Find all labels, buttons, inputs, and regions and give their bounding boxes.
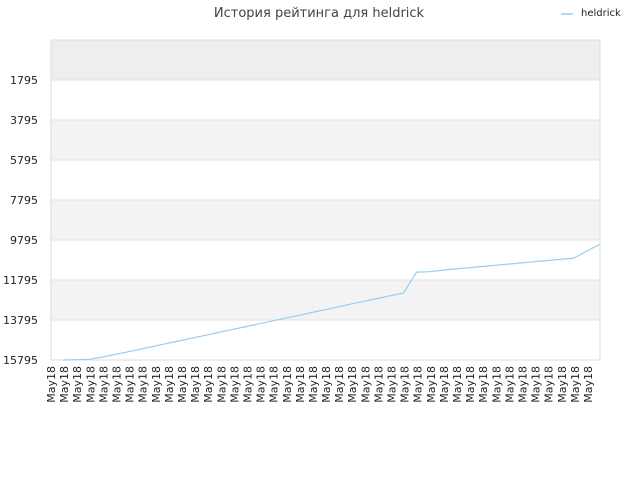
x-tick-label: May18 xyxy=(241,366,254,403)
x-tick-label: May18 xyxy=(569,366,582,403)
x-axis-ticks: May18 May18 May18 May18 May18 May18 May18 May18… xyxy=(45,366,595,403)
plot-bands xyxy=(51,40,600,360)
plot-band xyxy=(51,320,600,360)
x-tick-label: May18 xyxy=(110,366,123,403)
x-tick-label: May18 xyxy=(386,366,399,403)
x-tick-label: May18 xyxy=(503,366,516,403)
legend-label-heldrick: heldrick xyxy=(581,8,621,19)
x-tick-label: May18 xyxy=(425,366,438,403)
x-tick-label: May18 xyxy=(202,366,215,403)
x-tick-label: May18 xyxy=(255,366,268,403)
plot-band xyxy=(51,80,600,120)
y-axis-ticks: 1795 3795 5795 7795 9795 11795 13795 15795 xyxy=(3,74,38,367)
x-tick-label: May18 xyxy=(176,366,189,403)
x-tick-label: May18 xyxy=(412,366,425,403)
plot-band xyxy=(51,40,600,80)
x-tick-label: May18 xyxy=(438,366,451,403)
x-tick-label: May18 xyxy=(294,366,307,403)
x-tick-label: May18 xyxy=(215,366,228,403)
x-tick-label: May18 xyxy=(71,366,84,403)
x-tick-label: May18 xyxy=(530,366,543,403)
x-tick-label: May18 xyxy=(582,366,595,403)
x-tick-label: May18 xyxy=(268,366,281,403)
y-tick-label: 11795 xyxy=(3,274,38,287)
legend[interactable]: heldrick xyxy=(561,8,621,19)
x-tick-label: May18 xyxy=(137,366,150,403)
x-tick-label: May18 xyxy=(320,366,333,403)
x-tick-label: May18 xyxy=(333,366,346,403)
y-tick-label: 15795 xyxy=(3,354,38,367)
plot-band xyxy=(51,280,600,320)
series-layer xyxy=(62,243,601,361)
x-tick-label: May18 xyxy=(359,366,372,403)
x-tick-label: May18 xyxy=(281,366,294,403)
x-tick-label: May18 xyxy=(543,366,556,403)
x-tick-label: May18 xyxy=(517,366,530,403)
y-tick-label: 1795 xyxy=(10,74,38,87)
x-tick-label: May18 xyxy=(346,366,359,403)
x-tick-label: May18 xyxy=(84,366,97,403)
x-tick-label: May18 xyxy=(399,366,412,403)
y-tick-label: 7795 xyxy=(10,194,38,207)
x-tick-label: May18 xyxy=(372,366,385,403)
x-tick-label: May18 xyxy=(556,366,569,403)
x-tick-label: May18 xyxy=(58,366,71,403)
y-tick-label: 3795 xyxy=(10,114,38,127)
x-tick-label: May18 xyxy=(307,366,320,403)
plot-border xyxy=(50,39,601,361)
y-tick-label: 9795 xyxy=(10,234,38,247)
plot-band xyxy=(51,240,600,280)
series-line-heldrick xyxy=(62,243,601,361)
x-tick-label: May18 xyxy=(477,366,490,403)
y-tick-label: 5795 xyxy=(10,154,38,167)
chart-title: История рейтинга для heldrick xyxy=(214,6,425,21)
x-tick-label: May18 xyxy=(228,366,241,403)
grid-lines xyxy=(51,79,600,361)
plot-band xyxy=(51,200,600,240)
x-tick-label: May18 xyxy=(150,366,163,403)
x-tick-label: May18 xyxy=(490,366,503,403)
x-tick-label: May18 xyxy=(124,366,137,403)
x-tick-label: May18 xyxy=(163,366,176,403)
x-tick-label: May18 xyxy=(451,366,464,403)
y-tick-label: 13795 xyxy=(3,314,38,327)
x-tick-label: May18 xyxy=(189,366,202,403)
x-tick-label: May18 xyxy=(464,366,477,403)
plot-band xyxy=(51,120,600,160)
x-tick-label: May18 xyxy=(97,366,110,403)
x-tick-label: May18 xyxy=(45,366,58,403)
plot-band xyxy=(51,160,600,200)
